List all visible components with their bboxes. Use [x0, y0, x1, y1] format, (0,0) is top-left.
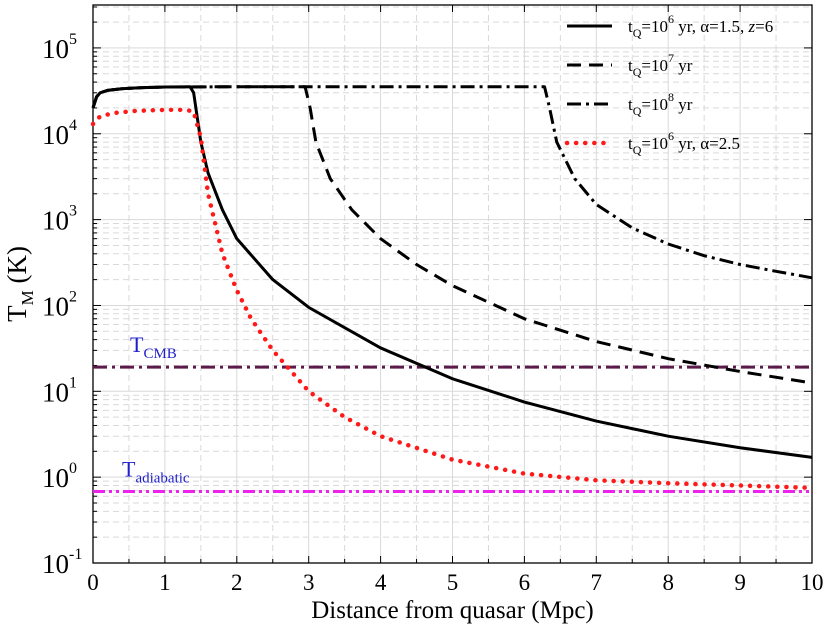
y-tick-label-base: 10	[42, 291, 69, 321]
legend-sub: Q	[633, 26, 642, 40]
legend-text: t	[628, 134, 633, 153]
legend-label-4: tQ=106 yr, α=2.5	[628, 129, 740, 157]
y-tick-label-base: 10	[42, 34, 69, 64]
legend-text: =10	[641, 56, 668, 75]
x-tick-label: 8	[662, 570, 674, 595]
y-tick-label-base: 10	[42, 463, 69, 493]
legend-text: t	[628, 17, 633, 36]
x-tick-label: 6	[519, 570, 531, 595]
reference-label-main: T	[130, 332, 144, 357]
y-tick-label-base: 10	[42, 120, 69, 150]
y-tick-label: 101	[42, 374, 77, 407]
legend-label-3: tQ=108 yr	[628, 90, 693, 118]
reference-label-sub: adiabatic	[135, 471, 189, 487]
legend-sub: Q	[633, 65, 642, 79]
x-tick-label: 10	[801, 570, 824, 595]
y-tick-label-exponent: 4	[69, 117, 77, 134]
y-tick-label: 105	[42, 31, 77, 64]
y-tick-label-base: 10	[42, 377, 69, 407]
legend-text: =10	[641, 134, 668, 153]
legend-text: yr, α=1.5,	[674, 17, 748, 36]
y-tick-label-base: 10	[42, 206, 69, 236]
x-tick-label: 4	[375, 570, 387, 595]
x-tick-label: 5	[447, 570, 459, 595]
reference-label-t-adiabatic: Tadiabatic	[122, 457, 190, 487]
legend-text: t	[628, 56, 633, 75]
legend-label-2: tQ=107 yr	[628, 51, 693, 79]
legend-text: =10	[641, 17, 668, 36]
series-line-3	[91, 85, 813, 280]
legend-text: =10	[641, 95, 668, 114]
legend-sup: 6	[668, 12, 674, 26]
x-tick-label: 9	[734, 570, 746, 595]
y-tick-label-exponent: 1	[69, 374, 77, 391]
axis-labels: Distance from quasar (Mpc)TM (K)	[2, 246, 594, 624]
y-axis-label: TM (K)	[2, 246, 37, 322]
reference-label-t-cmb: TCMB	[130, 332, 177, 362]
y-tick-label-exponent: 3	[69, 203, 77, 220]
legend-sup: 6	[668, 129, 674, 143]
series-line-4	[90, 107, 815, 491]
y-tick-label: 103	[42, 203, 77, 236]
y-axis-label-main: T	[2, 305, 32, 322]
y-tick-label-exponent: 2	[69, 288, 77, 305]
y-axis-label-sub: M	[18, 290, 37, 305]
x-tick-label: 0	[87, 570, 99, 595]
y-tick-label-exponent: -1	[69, 546, 82, 563]
legend-sup: 7	[668, 51, 674, 65]
legend-sub: Q	[633, 143, 642, 157]
legend-italic: z	[747, 17, 755, 36]
x-tick-label: 3	[303, 570, 315, 595]
reference-label-main: T	[122, 457, 136, 482]
series-group	[90, 85, 815, 491]
y-tick-label: 104	[42, 117, 77, 150]
grid	[93, 5, 812, 563]
legend-text: yr, α=2.5	[674, 134, 740, 153]
reference-label-sub: CMB	[143, 346, 176, 362]
legend-sup: 8	[668, 90, 674, 104]
legend-text: t	[628, 95, 633, 114]
legend-text: yr	[674, 95, 693, 114]
y-axis-label-units: (K)	[2, 246, 32, 290]
y-tick-label-exponent: 5	[69, 31, 77, 48]
legend-sub: Q	[633, 104, 642, 118]
x-tick-label: 7	[591, 570, 603, 595]
legend-text: yr	[674, 56, 693, 75]
y-tick-label-exponent: 0	[69, 460, 77, 477]
x-axis-label: Distance from quasar (Mpc)	[311, 597, 594, 624]
x-tick-label: 1	[159, 570, 171, 595]
y-tick-label: 10-1	[42, 546, 82, 579]
y-tick-label: 102	[42, 288, 77, 321]
y-tick-label: 100	[42, 460, 77, 493]
x-tick-label: 2	[231, 570, 243, 595]
legend-text: =6	[755, 17, 773, 36]
legend-label-1: tQ=106 yr, α=1.5, z=6	[628, 12, 773, 40]
y-tick-label-base: 10	[42, 549, 69, 579]
